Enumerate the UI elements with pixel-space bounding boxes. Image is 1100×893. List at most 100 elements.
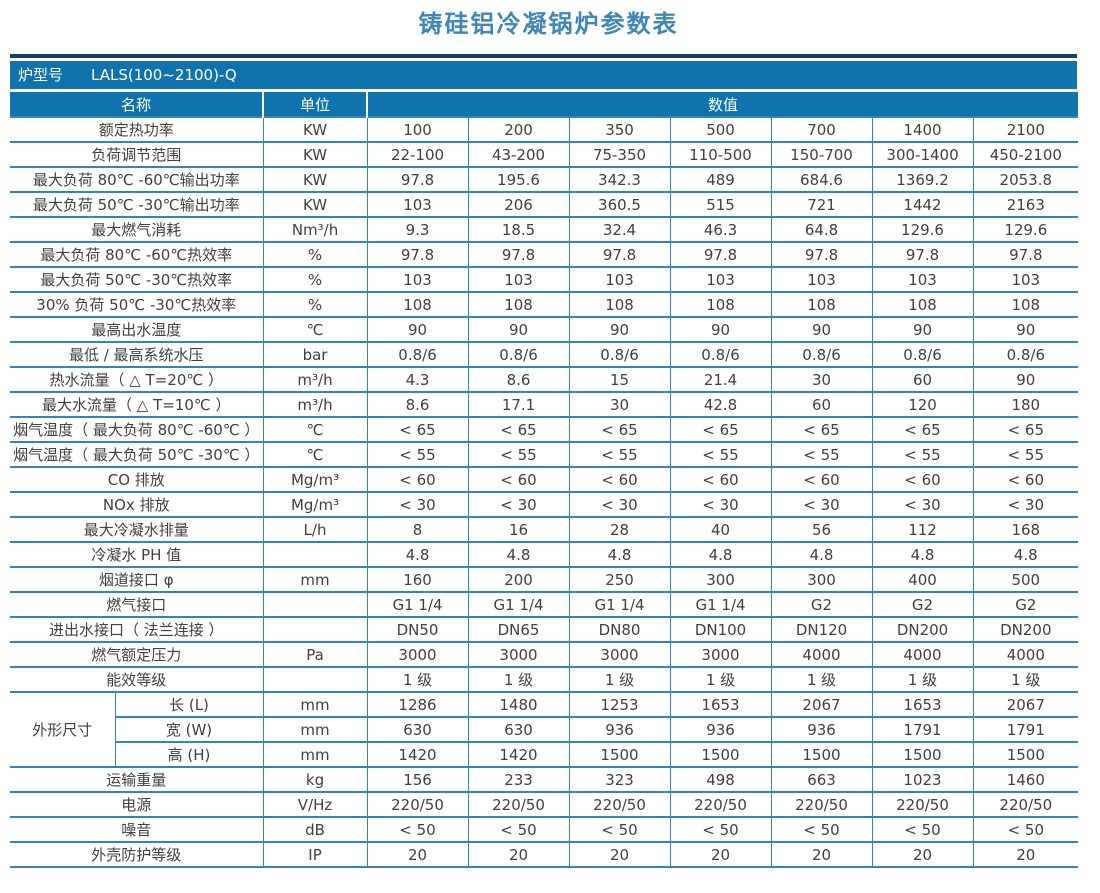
value-cell: 20 (972, 841, 1079, 868)
value-cell: 0.8/6 (972, 341, 1079, 368)
value-cell: 4.8 (669, 541, 772, 568)
model-value: LALS(100~2100)-Q (91, 66, 237, 84)
value-cell: 350 (568, 116, 671, 143)
value-cell: 0.8/6 (568, 341, 671, 368)
value-cell: 97.8 (467, 241, 570, 268)
value-cell: 150-700 (770, 141, 873, 168)
table-row: 噪音 dB < 50 < 50 < 50 < 50 < 50 < 50 < 50 (10, 816, 1079, 843)
unit-cell (262, 591, 368, 618)
value-cell: 220/50 (467, 791, 570, 818)
value-cell: 90 (568, 316, 671, 343)
value-cell: 120 (871, 391, 974, 418)
param-name-cell: 热水流量（ △ T=20℃ ） (10, 366, 264, 393)
value-cell: < 60 (669, 466, 772, 493)
unit-cell: Nm³/h (262, 216, 368, 243)
header-unit: 单位 (262, 92, 368, 117)
value-cell: < 55 (770, 441, 873, 468)
value-cell: 97.8 (366, 166, 469, 193)
value-cell: DN65 (467, 616, 570, 643)
table-row: 烟气温度（ 最大负荷 80℃ -60℃ ） ℃ < 65 < 65 < 65 < 65 < … (10, 416, 1079, 443)
value-cell: 342.3 (568, 166, 671, 193)
table-row: 燃气接口 G1 1/4 G1 1/4 G1 1/4 G1 1/4 G2 G2 G2 (10, 591, 1079, 618)
value-cell: 90 (467, 316, 570, 343)
value-cell: < 30 (972, 491, 1079, 518)
value-cell: 1500 (669, 741, 772, 768)
table-row: 宽 (W) mm 630 630 936 936 936 1791 1791 (10, 716, 1079, 743)
unit-cell: ℃ (262, 441, 368, 468)
value-cell: 1286 (366, 691, 469, 718)
unit-cell: Mg/m³ (262, 491, 368, 518)
value-cell: DN80 (568, 616, 671, 643)
value-cell: 1 级 (366, 666, 469, 693)
param-name-cell: 最大水流量（ △ T=10℃ ） (10, 391, 264, 418)
value-cell: G2 (770, 591, 873, 618)
value-cell: < 60 (770, 466, 873, 493)
unit-cell: bar (262, 341, 368, 368)
table-row: 最大负荷 50℃ -30℃输出功率 KW 103 206 360.5 515 721 1442… (10, 191, 1079, 218)
value-cell: 663 (770, 766, 873, 793)
table-row: NOx 排放 Mg/m³ < 30 < 30 < 30 < 30 < 30 < 30 < 30 (10, 491, 1079, 518)
value-cell: 630 (366, 716, 469, 743)
table-row: 负荷调节范围 KW 22-100 43-200 75-350 110-500 150-700… (10, 141, 1079, 168)
value-cell: 43-200 (467, 141, 570, 168)
param-name-cell: 最大负荷 50℃ -30℃输出功率 (10, 191, 264, 218)
value-cell: < 60 (568, 466, 671, 493)
value-cell: G2 (871, 591, 974, 618)
value-cell: 3000 (467, 641, 570, 668)
value-cell: 4.8 (366, 541, 469, 568)
value-cell: 16 (467, 516, 570, 543)
value-cell: < 50 (568, 816, 671, 843)
spec-sheet-page: 铸硅铝冷凝锅炉参数表 炉型号 LALS(100~2100)-Q 名称 单位 数值… (10, 10, 1079, 868)
table-row: 最大燃气消耗 Nm³/h 9.3 18.5 32.4 46.3 64.8 129.6 129.6 (10, 216, 1079, 243)
value-cell: < 60 (871, 466, 974, 493)
value-cell: 1420 (366, 741, 469, 768)
value-cell: 515 (669, 191, 772, 218)
header-name: 名称 (10, 92, 264, 117)
table-row: 最高出水温度 ℃ 90 90 90 90 90 90 90 (10, 316, 1079, 343)
value-cell: 220/50 (972, 791, 1079, 818)
value-cell: 103 (871, 266, 974, 293)
unit-cell (262, 541, 368, 568)
parameters-table: 名称 单位 数值 额定热功率 KW 100 200 350 500 700 1400 2100 负… (10, 92, 1079, 868)
unit-cell: % (262, 241, 368, 268)
unit-cell: KW (262, 191, 368, 218)
value-cell: 195.6 (467, 166, 570, 193)
param-name-cell: 外壳防护等级 (10, 841, 264, 868)
param-name-cell: 长 (L) (114, 691, 264, 718)
value-cell: G2 (972, 591, 1079, 618)
param-name-cell: 最高出水温度 (10, 316, 264, 343)
param-name-cell: 最低 / 最高系统水压 (10, 341, 264, 368)
value-cell: 0.8/6 (669, 341, 772, 368)
value-cell: 108 (568, 291, 671, 318)
unit-cell: L/h (262, 516, 368, 543)
value-cell: 220/50 (770, 791, 873, 818)
value-cell: 97.8 (669, 241, 772, 268)
value-cell: < 60 (972, 466, 1079, 493)
value-cell: 30 (568, 391, 671, 418)
value-cell: 500 (669, 116, 772, 143)
value-cell: 0.8/6 (366, 341, 469, 368)
unit-cell: mm (262, 691, 368, 718)
value-cell: 1500 (568, 741, 671, 768)
value-cell: < 30 (770, 491, 873, 518)
value-cell: 75-350 (568, 141, 671, 168)
value-cell: 2067 (770, 691, 873, 718)
value-cell: 1442 (871, 191, 974, 218)
value-cell: 20 (366, 841, 469, 868)
value-cell: 32.4 (568, 216, 671, 243)
value-cell: 8.6 (467, 366, 570, 393)
value-cell: 1500 (871, 741, 974, 768)
table-row: 进出水接口（ 法兰连接 ） DN50 DN65 DN80 DN100 DN120 DN200… (10, 616, 1079, 643)
value-cell: < 55 (568, 441, 671, 468)
param-name-cell: 进出水接口（ 法兰连接 ） (10, 616, 264, 643)
table-row: 热水流量（ △ T=20℃ ） m³/h 4.3 8.6 15 21.4 30 60 90 (10, 366, 1079, 393)
value-cell: 20 (568, 841, 671, 868)
param-name-cell: 高 (H) (115, 741, 264, 768)
value-cell: 1653 (669, 691, 772, 718)
value-cell: 103 (366, 191, 469, 218)
model-bar: 炉型号 LALS(100~2100)-Q (10, 61, 1077, 89)
value-cell: 18.5 (467, 216, 570, 243)
value-cell: 1 级 (568, 666, 671, 693)
table-body: 额定热功率 KW 100 200 350 500 700 1400 2100 负荷调节范围 KW 22… (10, 116, 1079, 868)
value-cell: 1791 (871, 716, 974, 743)
